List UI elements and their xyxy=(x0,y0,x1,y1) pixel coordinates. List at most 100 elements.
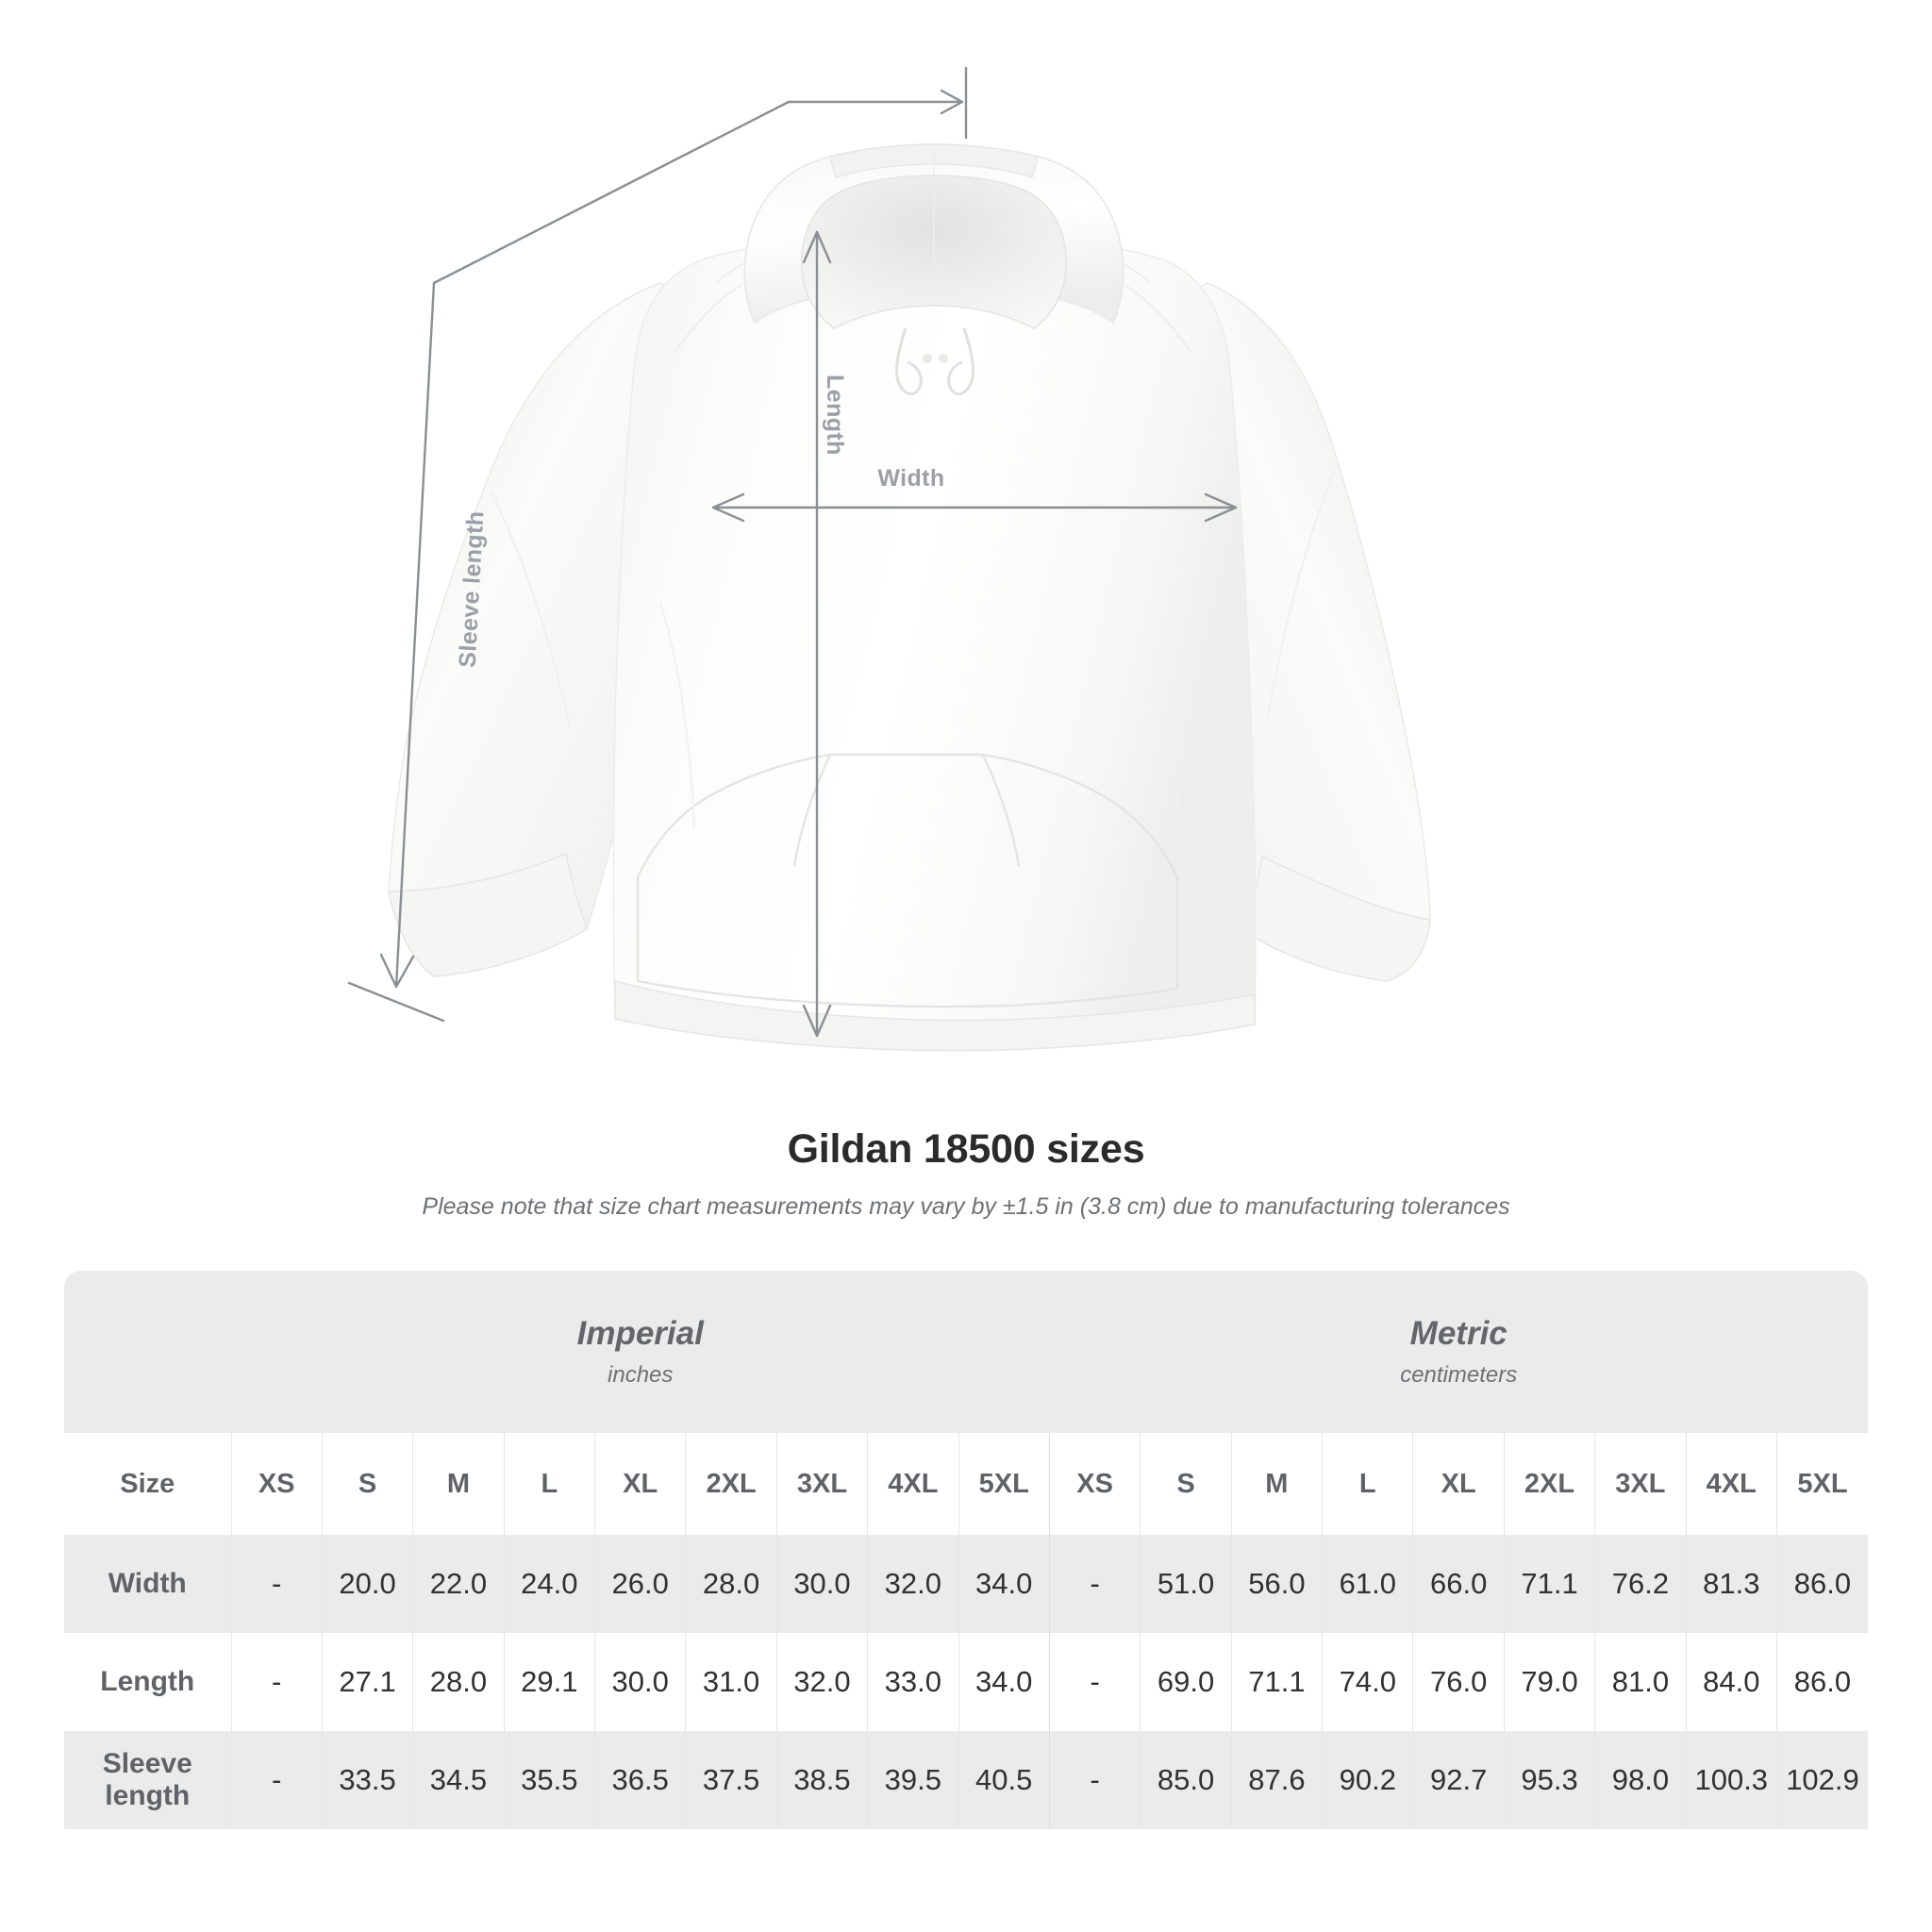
size-header-imperial-4xl: 4XL xyxy=(867,1433,958,1535)
sleeve-arrowhead-bottom xyxy=(379,953,415,989)
hoodie-illustration xyxy=(388,143,1431,1052)
length-arrowhead-top xyxy=(802,230,832,264)
cell-length-imperial-3xl: 32.0 xyxy=(775,1633,868,1731)
cell-sleeve-length-imperial-xs: - xyxy=(230,1731,323,1829)
cell-width-imperial-2xl: 28.0 xyxy=(685,1535,777,1633)
size-header-imperial-m: M xyxy=(412,1433,505,1535)
unit-name: Metric xyxy=(1409,1315,1507,1353)
length-label: Length xyxy=(822,375,848,456)
size-header-imperial-xl: XL xyxy=(593,1433,686,1535)
width-arrowhead-left xyxy=(711,492,745,523)
table-row: Length -27.1 28.0 29.1 30.0 31.0 32.0 33.0 34.0-… xyxy=(64,1633,1868,1731)
cell-length-imperial-5xl: 34.0 xyxy=(958,1633,1050,1731)
cell-width-metric-xs: - xyxy=(1048,1535,1141,1633)
cell-width-metric-l: 61.0 xyxy=(1322,1535,1413,1633)
sleeve-length-label: Sleeve length xyxy=(455,510,490,669)
cell-length-metric-m: 71.1 xyxy=(1230,1633,1323,1731)
unit-name: Imperial xyxy=(576,1315,704,1353)
sleeve-arrowhead-right xyxy=(940,89,964,115)
cell-length-imperial-xs: - xyxy=(230,1633,323,1731)
cell-length-metric-3xl: 81.0 xyxy=(1594,1633,1687,1731)
row-label-length: Length xyxy=(64,1633,231,1731)
size-header-metric-xl: XL xyxy=(1412,1433,1505,1535)
cell-sleeve-length-imperial-s: 33.5 xyxy=(321,1731,413,1829)
sleeve-bottom-tick xyxy=(347,981,445,1023)
size-header-metric-l: L xyxy=(1322,1433,1413,1535)
cell-width-metric-4xl: 81.3 xyxy=(1685,1535,1777,1633)
cell-width-imperial-l: 24.0 xyxy=(503,1535,595,1633)
sleeve-diagonal-lower xyxy=(394,281,436,989)
unit-header-imperial: Imperial inches xyxy=(231,1271,1050,1433)
cell-length-metric-5xl: 86.0 xyxy=(1775,1633,1868,1731)
width-arrowhead-right xyxy=(1204,492,1238,523)
cell-length-metric-4xl: 84.0 xyxy=(1685,1633,1777,1731)
cell-width-metric-xl: 66.0 xyxy=(1412,1535,1505,1633)
size-header-metric-2xl: 2XL xyxy=(1503,1433,1595,1535)
cell-length-metric-2xl: 79.0 xyxy=(1503,1633,1595,1731)
size-header-metric-xs: XS xyxy=(1048,1433,1141,1535)
size-header-row: Size XS S M L XL 2XL 3XL 4XL 5XL XS S M L XL 2XL 3XL 4XL 5… xyxy=(64,1433,1868,1535)
product-measurement-diagram: Length Width Sleeve length xyxy=(347,66,1431,1052)
cell-length-imperial-4xl: 33.0 xyxy=(867,1633,958,1731)
cell-width-imperial-s: 20.0 xyxy=(321,1535,413,1633)
cell-sleeve-length-metric-5xl: 102.9 xyxy=(1775,1731,1868,1829)
table-row: Width -20.0 22.0 24.0 26.0 28.0 30.0 32.0 34.0-5… xyxy=(64,1535,1868,1633)
table-row: Sleeve length -33.5 34.5 35.5 36.5 37.5 38.5 39… xyxy=(64,1731,1868,1829)
size-header-metric-4xl: 4XL xyxy=(1685,1433,1777,1535)
cell-sleeve-length-metric-xs: - xyxy=(1048,1731,1141,1829)
width-label: Width xyxy=(877,465,944,491)
unit-header-row: Imperial inches Metric centimeters xyxy=(64,1271,1868,1433)
page-title: Gildan 18500 sizes xyxy=(787,1126,1145,1172)
title-block: Gildan 18500 sizes Please note that size… xyxy=(0,1126,1932,1221)
cell-sleeve-length-imperial-3xl: 38.5 xyxy=(775,1731,868,1829)
size-chart-table: Imperial inches Metric centimeters Size XS S M L… xyxy=(64,1271,1868,1829)
cell-sleeve-length-imperial-2xl: 37.5 xyxy=(685,1731,777,1829)
cell-sleeve-length-metric-m: 87.6 xyxy=(1230,1731,1323,1829)
size-header-imperial-5xl: 5XL xyxy=(958,1433,1050,1535)
size-header-metric-s: S xyxy=(1140,1433,1232,1535)
measurement-annotations: Length Width Sleeve length xyxy=(347,66,1238,1038)
cell-length-metric-xs: - xyxy=(1048,1633,1141,1731)
cell-width-metric-3xl: 76.2 xyxy=(1594,1535,1687,1633)
cell-width-metric-2xl: 71.1 xyxy=(1503,1535,1595,1633)
cell-sleeve-length-imperial-4xl: 39.5 xyxy=(867,1731,958,1829)
cell-sleeve-length-metric-4xl: 100.3 xyxy=(1685,1731,1777,1829)
cell-sleeve-length-imperial-5xl: 40.5 xyxy=(958,1731,1050,1829)
cell-sleeve-length-metric-l: 90.2 xyxy=(1322,1731,1413,1829)
cell-sleeve-length-metric-xl: 92.7 xyxy=(1412,1731,1505,1829)
cell-length-metric-xl: 76.0 xyxy=(1412,1633,1505,1731)
size-header-imperial-s: S xyxy=(321,1433,413,1535)
size-header-imperial-xs: XS xyxy=(230,1433,323,1535)
size-header-imperial-2xl: 2XL xyxy=(685,1433,777,1535)
sleeve-diagonal-upper xyxy=(432,100,791,285)
cell-length-imperial-xl: 30.0 xyxy=(593,1633,686,1731)
size-header-imperial-l: L xyxy=(503,1433,595,1535)
cell-width-metric-5xl: 86.0 xyxy=(1775,1535,1868,1633)
unit-subtitle: centimeters xyxy=(1400,1362,1518,1389)
unit-subtitle: inches xyxy=(608,1362,674,1389)
row-label-sleeve-length: Sleeve length xyxy=(64,1731,231,1829)
cell-width-imperial-4xl: 32.0 xyxy=(867,1535,958,1633)
cell-length-metric-l: 74.0 xyxy=(1322,1633,1413,1731)
cell-sleeve-length-imperial-l: 35.5 xyxy=(503,1731,595,1829)
cell-length-imperial-l: 29.1 xyxy=(503,1633,595,1731)
tolerance-note: Please note that size chart measurements… xyxy=(422,1193,1510,1221)
cell-sleeve-length-imperial-m: 34.5 xyxy=(412,1731,505,1829)
cell-length-imperial-2xl: 31.0 xyxy=(685,1633,777,1731)
cell-length-imperial-m: 28.0 xyxy=(412,1633,505,1731)
cell-width-imperial-xl: 26.0 xyxy=(593,1535,686,1633)
cell-width-imperial-m: 22.0 xyxy=(412,1535,505,1633)
cell-length-metric-s: 69.0 xyxy=(1140,1633,1232,1731)
unit-row-spacer xyxy=(64,1271,231,1433)
cell-width-imperial-5xl: 34.0 xyxy=(958,1535,1050,1633)
size-header-imperial-3xl: 3XL xyxy=(775,1433,868,1535)
cell-width-metric-s: 51.0 xyxy=(1140,1535,1232,1633)
cell-sleeve-length-metric-s: 85.0 xyxy=(1140,1731,1232,1829)
row-label-width: Width xyxy=(64,1535,231,1633)
cell-sleeve-length-metric-2xl: 95.3 xyxy=(1503,1731,1595,1829)
size-table-wrapper: Imperial inches Metric centimeters Size XS S M L… xyxy=(64,1271,1868,1829)
size-label-cell: Size xyxy=(64,1433,231,1535)
cell-width-imperial-xs: - xyxy=(230,1535,323,1633)
unit-header-metric: Metric centimeters xyxy=(1049,1271,1868,1433)
